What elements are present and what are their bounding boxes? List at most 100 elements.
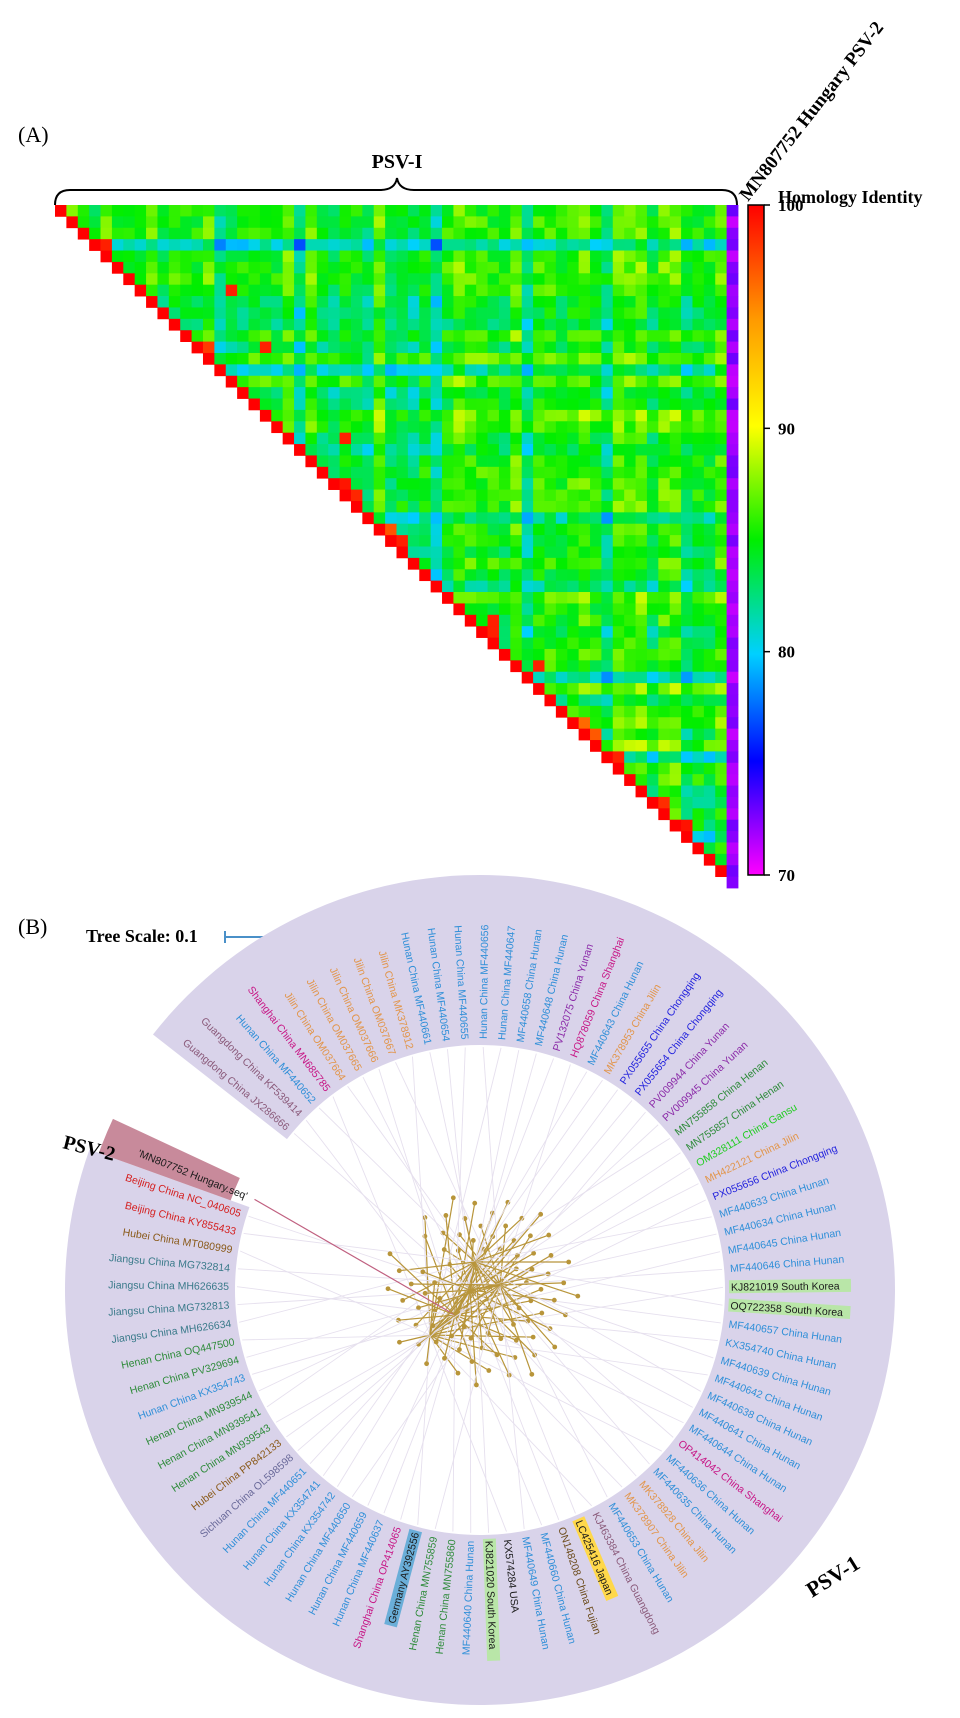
heatmap-cell <box>590 444 602 456</box>
heatmap-cell <box>214 250 227 263</box>
heatmap-cell <box>646 216 659 229</box>
heatmap-cell <box>214 307 227 320</box>
heatmap-cell <box>248 352 261 365</box>
heatmap-cell <box>464 557 477 570</box>
heatmap-cell <box>601 660 614 673</box>
heatmap-cell <box>498 557 511 570</box>
heatmap-cell <box>510 330 523 342</box>
heatmap-cell <box>601 364 614 377</box>
heatmap-cell <box>350 284 363 297</box>
heatmap-cell <box>658 466 671 479</box>
heatmap-cell <box>624 478 636 490</box>
heatmap-cell <box>624 592 636 604</box>
heatmap-cell <box>442 512 454 525</box>
heatmap-cell <box>692 375 705 388</box>
heatmap-cell <box>453 318 466 331</box>
heatmap-cell <box>590 296 602 308</box>
heatmap-cell <box>442 466 454 479</box>
heatmap-cell <box>669 705 682 718</box>
heatmap-cell <box>316 216 329 229</box>
heatmap-cell <box>498 250 511 263</box>
heatmap-cell <box>669 216 682 229</box>
tree-guide-line <box>286 1284 501 1438</box>
heatmap-cell <box>624 273 636 286</box>
heatmap-cell <box>294 341 306 354</box>
heatmap-cell <box>476 330 488 342</box>
heatmap-cell <box>715 261 728 274</box>
tree-leaf: Hunan China MF440656 <box>478 924 491 1039</box>
heatmap-cell <box>442 216 454 229</box>
heatmap-cell <box>567 500 580 513</box>
heatmap-cell <box>624 740 636 752</box>
heatmap-cell <box>487 227 500 240</box>
heatmap-cell <box>658 751 671 764</box>
heatmap-cell <box>703 512 716 525</box>
heatmap-cell <box>453 580 466 593</box>
heatmap-cell <box>464 444 477 456</box>
heatmap-cell <box>601 740 614 752</box>
heatmap-cell <box>259 307 272 320</box>
heatmap-cell <box>487 364 500 377</box>
heatmap-cell <box>726 307 739 320</box>
heatmap-cell <box>658 307 671 320</box>
heatmap-cell <box>590 455 602 468</box>
heatmap-cell <box>373 409 386 422</box>
heatmap-cell <box>635 546 648 559</box>
heatmap-cell <box>703 717 716 730</box>
heatmap-cell <box>646 512 659 525</box>
heatmap-cell <box>396 250 409 263</box>
heatmap-cell <box>407 352 420 365</box>
heatmap-cell <box>464 284 477 297</box>
heatmap-cell <box>294 250 306 263</box>
heatmap-cell <box>146 205 158 217</box>
heatmap-cell <box>544 216 557 229</box>
heatmap-cell <box>635 330 648 342</box>
tree-node <box>561 1280 567 1286</box>
heatmap-cell <box>658 762 671 775</box>
heatmap-cell <box>555 250 568 263</box>
heatmap-cell <box>726 808 739 821</box>
tree-node <box>449 1333 455 1339</box>
heatmap-cell <box>703 580 716 593</box>
heatmap-cell <box>567 717 580 730</box>
heatmap-cell <box>624 239 636 251</box>
heatmap-cell <box>635 592 648 604</box>
tree-node <box>494 1352 500 1358</box>
heatmap-cell <box>419 387 432 399</box>
heatmap-cell <box>544 648 557 661</box>
heatmap-cell <box>544 273 557 286</box>
heatmap-cell <box>259 296 272 308</box>
heatmap-cell <box>726 626 739 638</box>
heatmap-cell <box>157 284 170 297</box>
heatmap-cell <box>601 284 614 297</box>
heatmap-cell <box>726 580 739 593</box>
heatmap-cell <box>305 364 318 377</box>
heatmap-cell <box>282 352 295 365</box>
heatmap-cell <box>590 660 602 673</box>
heatmap-cell <box>373 466 386 479</box>
heatmap-cell <box>350 341 363 354</box>
heatmap-cell <box>225 307 238 320</box>
heatmap-cell <box>476 592 488 604</box>
heatmap-cell <box>567 239 580 251</box>
heatmap-cell <box>464 318 477 331</box>
heatmap-cell <box>544 546 557 559</box>
heatmap-cell <box>692 409 705 422</box>
heatmap-cell <box>567 455 580 468</box>
heatmap-cell <box>533 683 545 695</box>
heatmap-cell <box>362 205 375 217</box>
heatmap-cell <box>498 216 511 229</box>
heatmap-cell <box>567 671 580 684</box>
heatmap-cell <box>123 261 136 274</box>
heatmap-cell <box>202 341 215 354</box>
heatmap-cell <box>442 409 454 422</box>
heatmap-cell <box>669 728 682 741</box>
heatmap-cell <box>692 239 705 251</box>
tree-node <box>538 1211 544 1217</box>
heatmap-cell <box>567 261 580 274</box>
heatmap-cell <box>646 648 659 661</box>
heatmap-cell <box>703 569 716 582</box>
heatmap-cell <box>476 341 488 354</box>
heatmap-cell <box>578 569 591 582</box>
heatmap-cell <box>316 455 329 468</box>
